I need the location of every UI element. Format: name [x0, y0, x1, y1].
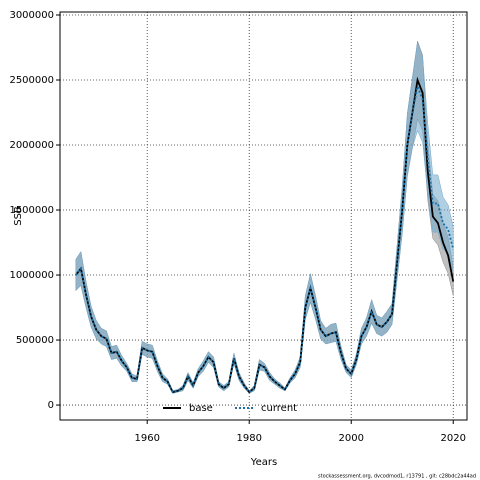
footnote: stockassessment.org, dvcodmod1, r13791 ,…	[318, 474, 476, 480]
y-axis-label: SSB	[13, 206, 24, 226]
y-tick-label: 1500000	[9, 205, 54, 216]
series-line	[75, 76, 455, 394]
x-tick-label: 1980	[236, 433, 261, 444]
x-tick-label: 2020	[441, 433, 466, 444]
y-tick-label: 0	[48, 400, 54, 411]
plot-frame	[59, 11, 468, 421]
series-line	[75, 83, 455, 394]
x-axis-label: Years	[250, 457, 277, 468]
x-tick-label: 1960	[134, 433, 159, 444]
x-tick-label: 2000	[338, 433, 363, 444]
legend-label: base	[189, 403, 213, 414]
y-tick-label: 2000000	[9, 140, 54, 151]
legend-label: current	[261, 403, 297, 414]
y-tick-label: 2500000	[9, 75, 54, 86]
confidence-band	[75, 42, 454, 394]
y-tick-label: 3000000	[9, 10, 54, 21]
confidence-band	[75, 40, 454, 394]
y-tick-label: 1000000	[9, 270, 54, 281]
y-tick-label: 500000	[16, 335, 54, 346]
